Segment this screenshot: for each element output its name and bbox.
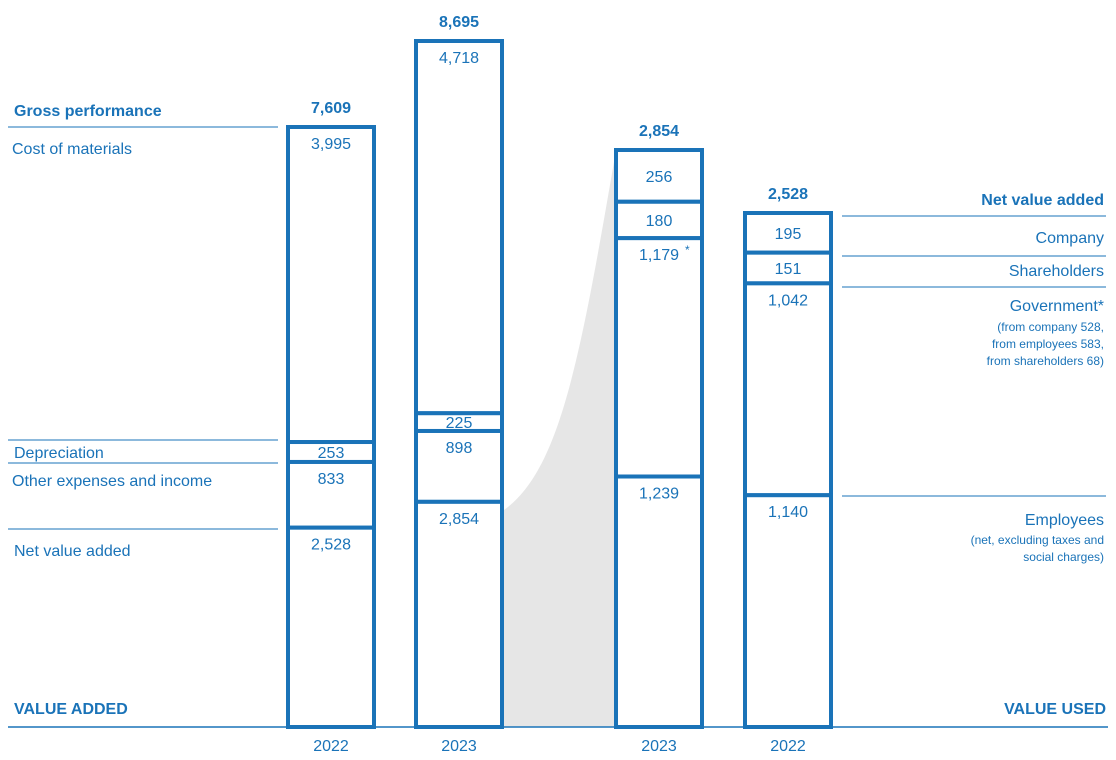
segment-used2023-company: [614, 148, 704, 204]
heading-value-added: VALUE ADDED: [14, 701, 128, 718]
segment-label-used2023-shareholders: 180: [646, 213, 673, 230]
government-note-3: from shareholders 68): [987, 354, 1104, 368]
government-note-2: from employees 583,: [992, 337, 1104, 351]
segment-label-used2023-company: 256: [646, 169, 673, 186]
segment-label-used2023-employees: 1,239: [639, 486, 679, 503]
bars: 7,609 3,995 253 833 2,528 2022 8,695 4,718 225 89…: [286, 14, 833, 755]
segment-label-added2022-net: 2,528: [311, 537, 351, 554]
segment-label-used2022-employees: 1,140: [768, 504, 808, 521]
label-government: Government*: [1010, 298, 1104, 315]
segment-used2023-shareholders: [614, 199, 704, 241]
segment-added2022-other: [286, 459, 376, 530]
label-net-value-added-left: Net value added: [14, 543, 131, 560]
segment-used2023-government: [614, 236, 704, 479]
government-note-1: (from company 528,: [997, 320, 1104, 334]
label-company: Company: [1036, 230, 1104, 247]
segment-label-added2023-other: 898: [446, 440, 473, 457]
bar-total-used2022: 2,528: [768, 186, 808, 203]
left-labels: Gross performance Cost of materials Depr…: [8, 103, 278, 718]
segment-marker-used2023-government: *: [685, 243, 690, 257]
label-gross-performance: Gross performance: [14, 103, 162, 120]
segment-label-added2023-materials: 4,718: [439, 50, 479, 67]
segment-label-added2022-materials: 3,995: [311, 136, 351, 153]
segment-added2023-net: [414, 499, 504, 729]
year-label-added2023: 2023: [441, 738, 477, 755]
segment-label-added2022-other: 833: [318, 471, 345, 488]
year-label-used2023: 2023: [641, 738, 677, 755]
right-labels: Net value added Company Shareholders Gov…: [842, 192, 1106, 718]
bar-total-used2023: 2,854: [639, 123, 679, 140]
label-net-value-added-right: Net value added: [981, 192, 1104, 209]
segment-added2023-other: [414, 428, 504, 504]
heading-value-used: VALUE USED: [1004, 701, 1106, 718]
segment-label-used2023-government: 1,179: [639, 247, 679, 264]
segment-label-added2023-net: 2,854: [439, 511, 479, 528]
year-label-used2022: 2022: [770, 738, 806, 755]
segment-label-used2022-government: 1,042: [768, 292, 808, 309]
connector-shade: [504, 150, 616, 727]
year-label-added2022: 2022: [313, 738, 349, 755]
label-shareholders: Shareholders: [1009, 263, 1104, 280]
segment-used2022-government: [743, 281, 833, 498]
bar-total-added2023: 8,695: [439, 14, 479, 31]
employees-note-2: social charges): [1023, 550, 1104, 564]
segment-label-used2022-company: 195: [775, 226, 802, 243]
segment-used2022-employees: [743, 493, 833, 730]
segment-added2022-net: [286, 525, 376, 729]
label-depreciation: Depreciation: [14, 445, 104, 462]
segment-label-added2023-depreciation: 225: [446, 415, 473, 432]
bar-total-added2022: 7,609: [311, 100, 351, 117]
employees-note-1: (net, excluding taxes and: [971, 533, 1104, 547]
label-employees: Employees: [1025, 512, 1104, 529]
label-other-expenses: Other expenses and income: [12, 473, 212, 490]
segment-used2023-employees: [614, 474, 704, 730]
segment-label-added2022-depreciation: 253: [318, 445, 345, 462]
segment-added2022-materials: [286, 125, 376, 445]
segment-used2022-company: [743, 211, 833, 255]
label-cost-of-materials: Cost of materials: [12, 141, 132, 158]
segment-added2023-materials: [414, 39, 504, 416]
segment-label-used2022-shareholders: 151: [775, 261, 802, 278]
